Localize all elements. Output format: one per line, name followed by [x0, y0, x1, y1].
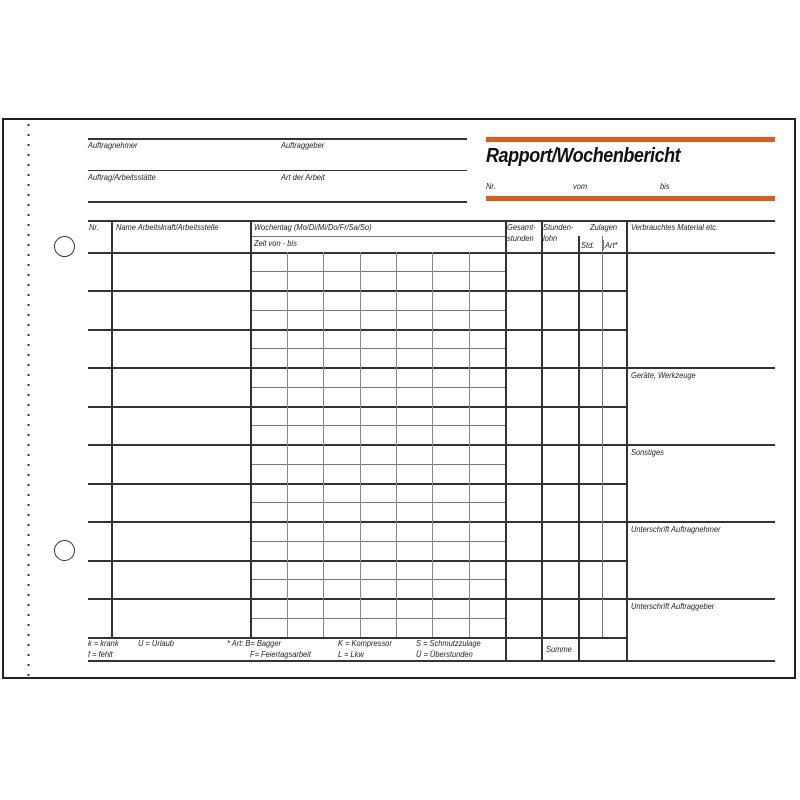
h-line: [88, 170, 467, 171]
col-zulagen: Zulagen: [590, 222, 618, 232]
v-line: [396, 252, 397, 637]
h-line: [88, 560, 626, 562]
h-line: [88, 598, 626, 600]
legend-krank: k = krank: [88, 638, 119, 648]
v-line: [505, 220, 507, 660]
v-line: [469, 252, 470, 637]
v-line: [111, 220, 113, 637]
v-line: [603, 240, 604, 250]
legend-bagger: * Art: B= Bagger: [227, 638, 281, 648]
form-title: Rapport/Wochenbericht: [486, 145, 681, 167]
h-line: [250, 387, 505, 388]
h-line: [250, 579, 505, 580]
h-line: [88, 660, 775, 662]
h-line: [88, 521, 626, 523]
legend-urlaub: U = Urlaub: [138, 638, 174, 648]
auftragnehmer-field[interactable]: Auftragnehmer: [88, 140, 138, 150]
v-line: [287, 252, 288, 637]
legend-kompressor: K = Kompressor: [338, 638, 392, 648]
h-line: [626, 521, 775, 523]
h-line: [88, 367, 626, 369]
h-line: [250, 618, 505, 619]
nr-label: Nr.: [486, 181, 496, 191]
h-line: [250, 236, 505, 237]
h-line: [250, 425, 505, 426]
h-line: [88, 290, 626, 292]
h-line: [88, 406, 626, 408]
h-line: [626, 598, 775, 600]
v-line: [323, 252, 324, 637]
accent-bar-top: [486, 137, 775, 142]
col-nr: Nr.: [89, 222, 99, 232]
h-line: [88, 220, 775, 222]
v-line: [626, 220, 628, 660]
col-name: Name Arbeitskraft/Arbeitsstelle: [116, 222, 219, 232]
art-der-arbeit-field[interactable]: Art der Arbeit: [281, 172, 325, 182]
legend-fehlt: f = fehlt: [88, 649, 113, 659]
v-line: [578, 236, 580, 660]
vom-label: vom: [573, 181, 588, 191]
legend-lkw: L = Lkw: [338, 649, 364, 659]
h-line: [88, 483, 626, 485]
h-line: [250, 271, 505, 272]
col-stunden-2: lohn: [543, 233, 558, 243]
v-line: [541, 220, 543, 660]
v-line: [250, 220, 252, 637]
section-sonstiges: Sonstiges: [631, 447, 664, 457]
h-line: [88, 444, 626, 446]
section-geraete: Geräte, Werkzeuge: [631, 370, 696, 380]
col-art: Art*: [605, 240, 618, 250]
h-line: [250, 348, 505, 349]
legend-feiertag: F= Feiertagsarbeit: [250, 649, 311, 659]
h-line: [88, 138, 467, 140]
h-line: [250, 502, 505, 503]
col-stunden-1: Stunden-: [543, 222, 574, 232]
auftrag-field[interactable]: Auftrag/Arbeitsstätte: [88, 172, 156, 182]
auftraggeber-field[interactable]: Auftraggeber: [281, 140, 325, 150]
h-line: [626, 367, 775, 369]
col-gesamt-2: stunden: [507, 233, 534, 243]
v-line: [432, 252, 433, 637]
section-unterschrift-ag: Unterschrift Auftraggeber: [631, 601, 715, 611]
punch-hole: [54, 540, 75, 561]
v-line: [360, 252, 361, 637]
h-line: [626, 444, 775, 446]
perforation-line: [27, 120, 30, 680]
col-material: Verbrauchtes Material etc.: [631, 222, 719, 232]
h-line: [250, 310, 505, 311]
section-unterschrift-an: Unterschrift Auftragnehmer: [631, 524, 721, 534]
punch-hole: [54, 236, 75, 257]
h-line: [88, 201, 467, 203]
legend-schmutz: S = Schmutzzulage: [416, 638, 481, 648]
h-line: [88, 329, 626, 331]
form-sheet: [2, 118, 796, 679]
accent-bar-bottom: [486, 196, 775, 201]
h-line: [250, 464, 505, 465]
col-std: Std.: [581, 240, 595, 250]
col-zeit: Zeit von - bis: [254, 238, 297, 248]
legend-ueberstunden: Ü = Überstunden: [416, 649, 473, 659]
col-gesamt-1: Gesamt-: [507, 222, 536, 232]
col-wochentag: Wochentag (Mo/Di/Mi/Do/Fr/Sa/So): [254, 222, 372, 232]
h-line: [250, 541, 505, 542]
v-line: [602, 236, 603, 637]
h-line: [88, 637, 626, 639]
bis-label: bis: [660, 181, 670, 191]
summe-label: Summe: [546, 644, 572, 654]
h-line: [88, 252, 775, 254]
